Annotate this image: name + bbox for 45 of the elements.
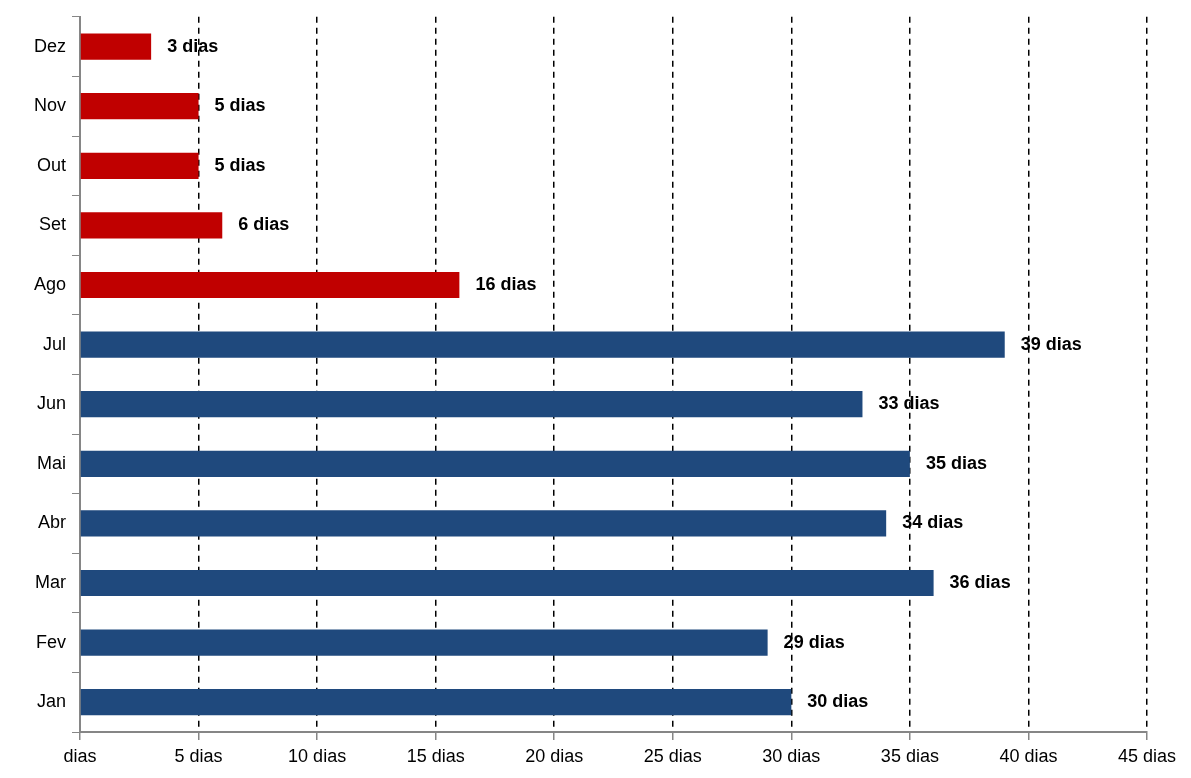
y-tick-label: Jun xyxy=(36,393,66,414)
y-tick-label: Fev xyxy=(35,631,66,652)
data-label: 39 dias xyxy=(1020,333,1082,354)
bar xyxy=(80,629,768,656)
bar xyxy=(80,331,1005,358)
data-label: 5 dias xyxy=(214,154,266,175)
y-tick-label: Abr xyxy=(37,512,66,533)
x-tick-label: 15 dias xyxy=(406,745,465,766)
data-label: 36 dias xyxy=(949,571,1011,592)
y-tick-label: Jul xyxy=(42,333,66,354)
data-label: 29 dias xyxy=(783,631,845,652)
bar xyxy=(80,510,887,537)
x-tick-label: 25 dias xyxy=(643,745,702,766)
y-tick-label: Ago xyxy=(33,273,66,294)
bar xyxy=(80,569,934,597)
y-tick-label: Set xyxy=(38,214,66,235)
data-label: 30 dias xyxy=(807,691,869,712)
data-label: 5 dias xyxy=(214,95,266,116)
bar xyxy=(80,271,460,299)
y-tick-label: Out xyxy=(36,154,66,175)
x-tick-label: 35 dias xyxy=(880,745,939,766)
y-tick-label: Nov xyxy=(33,95,66,116)
data-label: 16 dias xyxy=(475,273,537,294)
y-tick-label: Mai xyxy=(36,452,66,473)
x-tick-label: 5 dias xyxy=(174,745,223,766)
y-tick-label: Jan xyxy=(36,691,66,712)
bar xyxy=(80,391,863,418)
y-tick-label: Dez xyxy=(33,35,66,56)
bar xyxy=(80,152,199,179)
bar xyxy=(80,450,910,477)
data-label: 33 dias xyxy=(878,393,940,414)
data-label: 3 dias xyxy=(167,35,219,56)
x-tick-label: 20 dias xyxy=(525,745,584,766)
x-tick-label: 45 dias xyxy=(1117,745,1177,766)
data-label: 35 dias xyxy=(925,452,987,473)
x-tick-label: 40 dias xyxy=(999,745,1058,766)
x-tick-label: dias xyxy=(63,745,97,766)
bar xyxy=(80,689,792,716)
y-tick-label: Mar xyxy=(35,571,66,592)
x-tick-label: 30 dias xyxy=(762,745,821,766)
x-tick-label: 10 dias xyxy=(288,745,347,766)
data-label: 6 dias xyxy=(238,214,290,235)
bar xyxy=(80,212,223,239)
bar xyxy=(80,33,152,60)
bar xyxy=(80,93,199,120)
